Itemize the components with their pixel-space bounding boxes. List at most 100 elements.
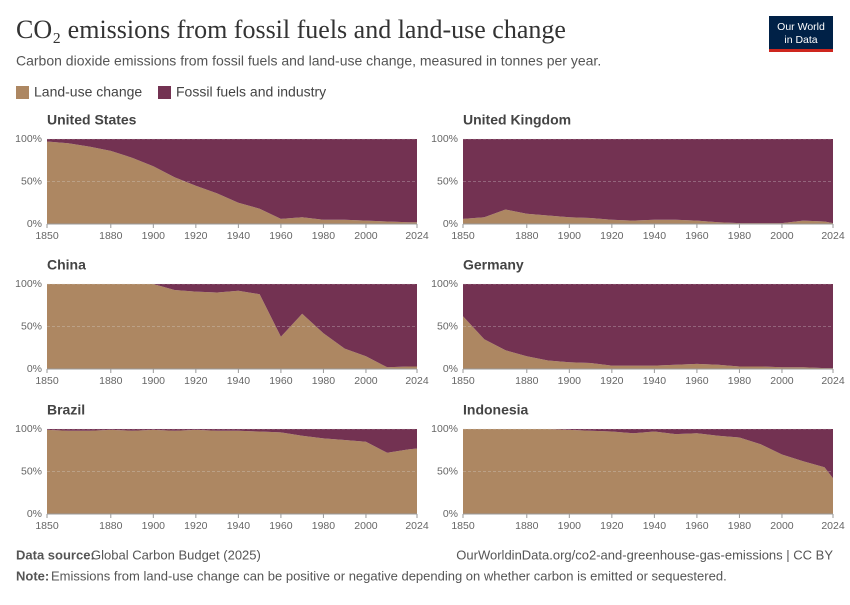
y-tick-label: 50% — [437, 320, 458, 332]
y-tick-label: 0% — [27, 363, 42, 375]
x-tick-label: 1920 — [184, 520, 208, 532]
x-tick-label: 1880 — [515, 375, 539, 387]
x-tick-label: 1960 — [685, 520, 709, 532]
x-tick-label: 1940 — [227, 230, 251, 242]
x-tick-label: 2024 — [821, 375, 845, 387]
x-tick-label: 1920 — [184, 375, 208, 387]
x-tick-label: 2024 — [405, 375, 429, 387]
area — [47, 429, 417, 453]
x-tick-label: 1850 — [35, 230, 59, 242]
x-tick-label: 2000 — [354, 375, 378, 387]
logo-text: Our World — [777, 21, 825, 33]
x-tick-label: 1960 — [269, 375, 293, 387]
area — [463, 429, 833, 479]
panel-title: China — [47, 257, 86, 273]
x-tick-label: 1880 — [515, 230, 539, 242]
y-tick-label: 100% — [15, 423, 42, 435]
x-tick-label: 1900 — [142, 230, 166, 242]
x-tick-label: 1940 — [643, 520, 667, 532]
y-tick-label: 50% — [437, 175, 458, 187]
area — [47, 141, 417, 224]
x-tick-label: 1850 — [35, 520, 59, 532]
x-tick-label: 1920 — [184, 230, 208, 242]
x-tick-label: 1920 — [600, 520, 624, 532]
x-tick-label: 1880 — [99, 520, 123, 532]
x-tick-label: 1900 — [558, 375, 582, 387]
x-tick-label: 1900 — [142, 375, 166, 387]
x-tick-label: 1920 — [600, 375, 624, 387]
x-tick-label: 1960 — [269, 230, 293, 242]
panel-title: Germany — [463, 257, 524, 273]
x-tick-label: 1980 — [312, 520, 336, 532]
y-tick-label: 0% — [443, 363, 458, 375]
y-tick-label: 100% — [15, 133, 42, 145]
x-tick-label: 1850 — [451, 230, 475, 242]
logo-stripe — [769, 49, 833, 52]
x-tick-label: 2000 — [770, 375, 794, 387]
x-tick-label: 2000 — [354, 230, 378, 242]
y-tick-label: 100% — [431, 278, 458, 290]
logo[interactable] — [769, 16, 833, 52]
area — [463, 429, 833, 514]
legend-swatch — [158, 86, 171, 99]
panel-title: Indonesia — [463, 402, 529, 418]
y-tick-label: 100% — [15, 278, 42, 290]
x-tick-label: 1980 — [312, 375, 336, 387]
area — [463, 316, 833, 369]
logo-text: in Data — [784, 34, 817, 46]
y-tick-label: 0% — [27, 218, 42, 230]
y-tick-label: 0% — [443, 508, 458, 520]
x-tick-label: 1960 — [685, 375, 709, 387]
x-tick-label: 2024 — [821, 520, 845, 532]
area — [463, 139, 833, 224]
area — [47, 139, 417, 223]
x-tick-label: 1900 — [142, 520, 166, 532]
legend-label: Fossil fuels and industry — [176, 84, 326, 100]
y-tick-label: 50% — [21, 175, 42, 187]
area — [47, 429, 417, 514]
x-tick-label: 1850 — [35, 375, 59, 387]
panel-title: United Kingdom — [463, 112, 571, 128]
x-tick-label: 1880 — [515, 520, 539, 532]
url[interactable]: OurWorldinData.org/co2-and-greenhouse-ga… — [456, 547, 833, 562]
note-label: Note: — [16, 568, 49, 583]
x-tick-label: 2024 — [405, 230, 429, 242]
x-tick-label: 1940 — [227, 375, 251, 387]
y-tick-label: 50% — [437, 465, 458, 477]
panel-title: United States — [47, 112, 137, 128]
x-tick-label: 2000 — [770, 230, 794, 242]
x-tick-label: 1920 — [600, 230, 624, 242]
area — [463, 209, 833, 224]
x-tick-label: 1940 — [227, 520, 251, 532]
y-tick-label: 50% — [21, 465, 42, 477]
x-tick-label: 2000 — [770, 520, 794, 532]
legend-label: Land-use change — [34, 84, 142, 100]
x-tick-label: 2000 — [354, 520, 378, 532]
legend-swatch — [16, 86, 29, 99]
y-tick-label: 100% — [431, 133, 458, 145]
source-label: Data source: — [16, 547, 95, 562]
x-tick-label: 1900 — [558, 230, 582, 242]
y-tick-label: 0% — [443, 218, 458, 230]
note: Emissions from land-use change can be po… — [51, 568, 727, 583]
chart-title: CO₂ emissions from fossil fuels and land… — [16, 15, 566, 44]
area — [463, 284, 833, 369]
x-tick-label: 1850 — [451, 375, 475, 387]
y-tick-label: 100% — [431, 423, 458, 435]
source: Global Carbon Budget (2025) — [91, 547, 261, 562]
x-tick-label: 1980 — [312, 230, 336, 242]
x-tick-label: 1850 — [451, 520, 475, 532]
x-tick-label: 1940 — [643, 375, 667, 387]
x-tick-label: 1980 — [728, 230, 752, 242]
x-tick-label: 1940 — [643, 230, 667, 242]
x-tick-label: 1880 — [99, 375, 123, 387]
y-tick-label: 0% — [27, 508, 42, 520]
x-tick-label: 1980 — [728, 520, 752, 532]
area — [47, 284, 417, 368]
x-tick-label: 2024 — [821, 230, 845, 242]
x-tick-label: 1960 — [269, 520, 293, 532]
x-tick-label: 1880 — [99, 230, 123, 242]
x-tick-label: 1980 — [728, 375, 752, 387]
